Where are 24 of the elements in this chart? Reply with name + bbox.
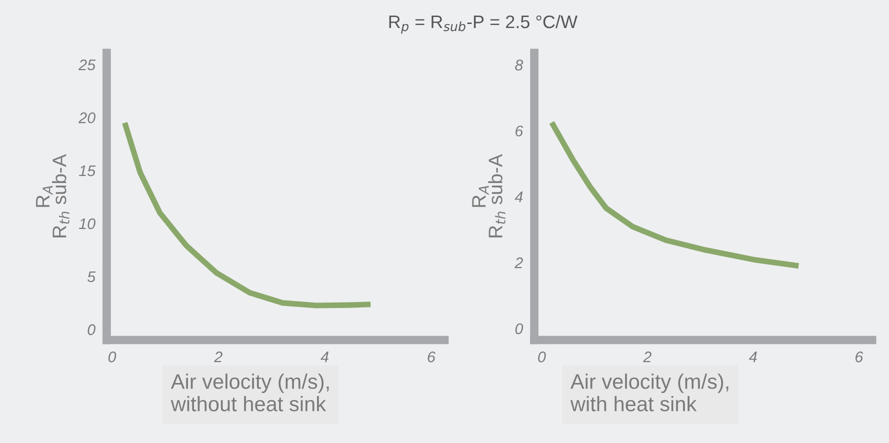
x-tick-label: 6 [428, 352, 436, 362]
y-tick-label: 15 [78, 166, 96, 176]
y-tick-label: 20 [78, 112, 96, 124]
y-tick-label: 10 [78, 218, 96, 230]
y-tick-label: 4 [514, 192, 523, 202]
y-tick-label: 0 [88, 324, 96, 336]
x-tick-label: 0 [108, 352, 116, 362]
text: R$_{A}$ R$_{th}$ sub-A [472, 154, 506, 238]
y-tick-label: 6 [516, 126, 524, 136]
y-tick-label: 2 [514, 257, 523, 268]
x-tick-label: 4 [749, 352, 757, 362]
x-tick-label: 2 [643, 352, 652, 362]
x-tick-label: 6 [856, 352, 864, 362]
x-tick-label: 0 [538, 352, 546, 362]
y-tick-label: 0 [515, 323, 524, 334]
x-axis-title: Air velocity (m/s), with heat sink [570, 374, 728, 412]
x-axis-title: Air velocity (m/s), without heat sink [170, 374, 329, 412]
text: R$_{A}$ R$_{th}$ sub-A [36, 154, 70, 238]
text: R$_{p}$ = R$_{sub}$-P = 2.5 °C/W [389, 14, 578, 34]
y-tick-label: 5 [87, 271, 96, 282]
x-tick-label: 2 [214, 352, 222, 362]
y-tick-label: 8 [515, 60, 524, 70]
y-tick-label: 25 [78, 59, 96, 70]
x-tick-label: 4 [320, 352, 328, 362]
